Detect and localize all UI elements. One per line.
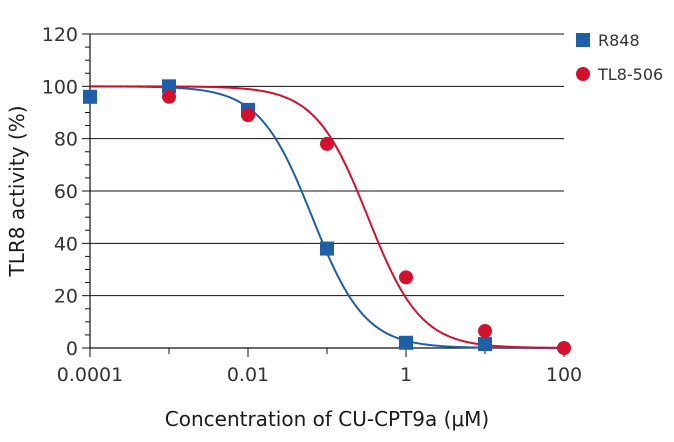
x-axis-title: Concentration of CU-CPT9a (μM) — [165, 407, 489, 431]
x-tick-label: 1 — [400, 364, 412, 386]
data-point-r848 — [320, 241, 334, 256]
data-point-tl8-506 — [320, 136, 334, 151]
y-tick-label: 0 — [66, 338, 78, 360]
gridlines — [90, 33, 564, 297]
data-point-tl8-506 — [478, 323, 492, 338]
data-point-tl8-506 — [557, 341, 571, 355]
legend: R848 TL8-506 — [576, 31, 663, 84]
x-tick-label: 0.01 — [227, 364, 269, 386]
data-point-tl8-506 — [241, 108, 255, 123]
y-tick-label: 80 — [54, 129, 78, 151]
data-point-r848 — [399, 335, 413, 350]
fit-curve-tl8-506 — [90, 85, 565, 349]
y-axis-title: TLR8 activity (%) — [5, 105, 29, 277]
data-point-r848 — [478, 337, 492, 352]
data-point-r848 — [83, 89, 97, 104]
data-point-r848 — [162, 79, 176, 94]
legend-label: R848 — [598, 31, 640, 50]
data-point-tl8-506 — [162, 89, 176, 104]
y-tick-label: 120 — [42, 24, 78, 46]
fit-curve-r848 — [90, 85, 564, 349]
fit-curves — [90, 85, 565, 349]
legend-marker-circle — [576, 67, 590, 81]
axes — [82, 33, 565, 357]
tick-labels: 0 20 40 60 80 100 120 0.0001 0.01 1 100 — [42, 24, 582, 386]
x-tick-label: 100 — [546, 364, 582, 386]
x-tick-label: 0.0001 — [57, 364, 123, 386]
y-tick-label: 60 — [54, 181, 78, 203]
data-points — [83, 79, 571, 355]
y-tick-label: 100 — [42, 76, 78, 98]
legend-marker-square — [576, 33, 590, 47]
legend-label: TL8-506 — [597, 65, 663, 84]
y-tick-label: 40 — [54, 233, 78, 255]
data-point-tl8-506 — [399, 270, 413, 285]
y-tick-label: 20 — [54, 286, 78, 308]
